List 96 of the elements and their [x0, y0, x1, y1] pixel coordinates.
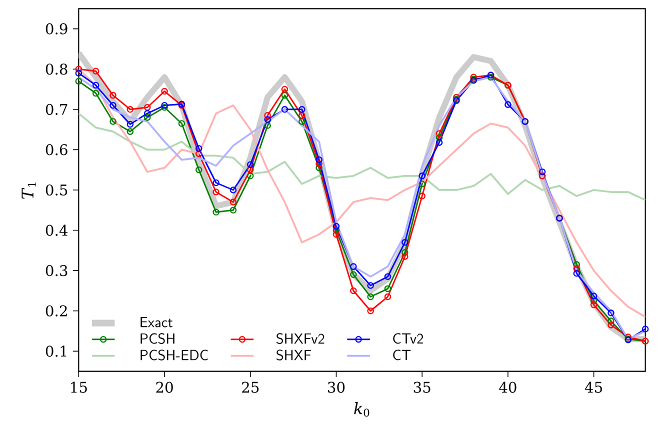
point — [110, 92, 116, 99]
point — [144, 104, 151, 111]
y-tick-label: 0.4 — [46, 224, 68, 236]
point — [264, 112, 271, 119]
point — [92, 68, 100, 75]
point — [212, 179, 220, 186]
point — [298, 106, 306, 113]
point — [230, 206, 237, 214]
point — [573, 270, 580, 277]
point — [590, 292, 598, 300]
point — [573, 261, 580, 268]
x-tick-label: 35 — [414, 382, 430, 393]
point — [195, 145, 202, 152]
y-tick-label: 0.9 — [46, 23, 68, 34]
point — [212, 208, 220, 216]
point — [264, 116, 271, 123]
point — [590, 301, 598, 308]
point — [418, 192, 426, 200]
point — [230, 198, 237, 206]
y-tick-label: 0.8 — [46, 64, 68, 75]
y-tick-label: 0.5 — [46, 184, 68, 196]
x-axis-title: k$_{0}$ — [354, 402, 370, 417]
point — [608, 318, 614, 324]
point — [195, 166, 202, 174]
legend-label: CTv2 — [393, 333, 423, 344]
point — [110, 118, 116, 125]
legend-label: SHXFv2 — [276, 333, 324, 344]
point — [608, 309, 614, 316]
line-series — [78, 112, 646, 201]
point — [367, 293, 374, 300]
y-tick-label: 0.7 — [46, 104, 68, 115]
x-tick-label: 20 — [156, 382, 173, 393]
point — [402, 249, 408, 256]
point — [332, 222, 340, 230]
x-tick-label: 40 — [499, 382, 516, 393]
point — [350, 271, 357, 278]
point — [573, 265, 580, 272]
point — [608, 322, 614, 328]
point — [384, 273, 392, 280]
point — [281, 106, 288, 113]
point — [246, 166, 254, 174]
point — [384, 285, 392, 292]
legend-label: SHXF — [276, 350, 311, 360]
y-tick-label: 0.6 — [46, 144, 68, 156]
x-tick-label: 30 — [328, 382, 345, 393]
point — [418, 180, 426, 188]
point — [316, 164, 322, 172]
point — [264, 122, 271, 129]
y-tick-label: 0.3 — [46, 265, 68, 276]
y-axis-title: T$_{1}$ — [22, 182, 36, 199]
point — [436, 139, 443, 146]
point — [538, 168, 546, 176]
point — [281, 92, 288, 99]
legend-label: CT — [393, 350, 411, 360]
point — [316, 160, 322, 168]
point — [178, 120, 186, 127]
point — [246, 172, 254, 180]
point — [384, 293, 392, 300]
point — [281, 86, 288, 93]
point — [298, 112, 306, 119]
point — [230, 186, 237, 194]
point — [144, 110, 151, 117]
point — [161, 88, 168, 95]
point — [92, 90, 100, 97]
legend-label: Exact — [140, 316, 173, 328]
point — [195, 150, 202, 158]
point — [402, 253, 408, 260]
point — [350, 263, 357, 270]
point — [298, 118, 306, 125]
x-tick-label: 45 — [584, 382, 602, 393]
x-tick-label: 25 — [242, 382, 259, 393]
point — [402, 238, 408, 246]
point — [332, 230, 340, 238]
y-tick-label: 0.2 — [46, 305, 67, 316]
point — [436, 130, 443, 137]
point — [246, 161, 254, 168]
point — [126, 106, 134, 113]
point — [350, 287, 357, 294]
point — [212, 188, 220, 196]
legend-label: PCSH — [140, 333, 174, 344]
point — [126, 128, 134, 135]
point — [110, 102, 116, 109]
point — [126, 120, 134, 128]
point — [590, 297, 598, 304]
point — [332, 226, 340, 234]
point — [367, 307, 374, 314]
point — [92, 82, 100, 89]
point — [144, 114, 151, 121]
point — [316, 156, 322, 164]
point — [436, 134, 443, 142]
point — [504, 101, 512, 108]
x-tick-label: 15 — [71, 382, 87, 393]
point — [418, 172, 426, 180]
point — [367, 282, 374, 289]
legend-label: PCSH-EDC — [140, 350, 208, 360]
y-tick-label: 0.1 — [46, 346, 66, 357]
